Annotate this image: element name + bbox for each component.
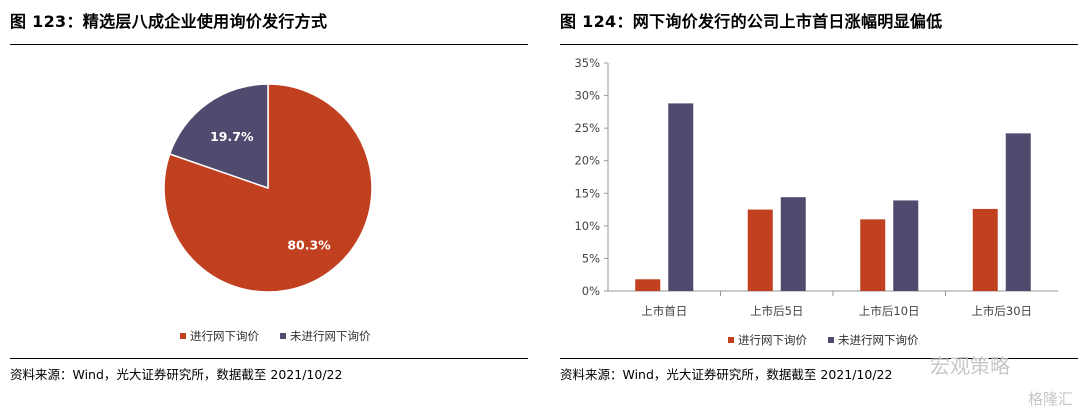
pie-chart: 80.3% 19.7% 进行网下询价 未进行网下询价 bbox=[163, 83, 373, 343]
legend-label: 进行网下询价 bbox=[190, 329, 259, 343]
x-tick-label: 上市后10日 bbox=[859, 304, 920, 318]
bar-source-note: 资料来源：Wind，光大证券研究所，数据截至 2021/10/22 bbox=[560, 367, 893, 382]
bar bbox=[860, 219, 886, 291]
bar bbox=[1005, 133, 1031, 291]
bar bbox=[893, 200, 919, 291]
source-rule bbox=[10, 358, 528, 359]
pie-slice bbox=[168, 83, 269, 190]
x-tick-label: 上市后30日 bbox=[971, 304, 1032, 318]
y-tick-label: 35% bbox=[574, 56, 600, 70]
legend-swatch bbox=[728, 337, 734, 343]
legend-swatch bbox=[828, 337, 834, 343]
legend-swatch bbox=[280, 333, 286, 339]
legend-label: 进行网下询价 bbox=[738, 333, 807, 347]
legend-swatch bbox=[180, 333, 186, 339]
y-tick-label: 15% bbox=[574, 186, 600, 200]
left-panel: 图 123：精选层八成企业使用询价发行方式 80.3% 19.7% 进行网下询价 未进… bbox=[10, 0, 528, 414]
pie-slice bbox=[163, 83, 373, 293]
pie-data-label: 19.7% bbox=[210, 129, 254, 144]
x-tick-label: 上市首日 bbox=[641, 304, 687, 318]
y-tick-label: 10% bbox=[574, 219, 600, 233]
y-tick-label: 0% bbox=[582, 284, 600, 298]
bar-chart: 0% 5% 10% 15% 20% 25% 30% 35% 上市首日 上市后5日 上市后10日 上市后… bbox=[574, 56, 1058, 347]
y-tick-label: 5% bbox=[582, 251, 600, 265]
watermark-brand: 格隆汇 bbox=[1028, 390, 1074, 408]
title-rule bbox=[560, 44, 1078, 45]
source-rule bbox=[560, 358, 1078, 359]
bar bbox=[635, 279, 661, 291]
right-panel: 图 124：网下询价发行的公司上市首日涨幅明显偏低 0% 5% 10% 15% 20% 2… bbox=[560, 0, 1078, 414]
bar bbox=[972, 208, 998, 291]
watermark-account: 宏观策略 bbox=[930, 354, 1010, 378]
pie-figure-title: 图 123：精选层八成企业使用询价发行方式 bbox=[10, 12, 328, 31]
x-tick-label: 上市后5日 bbox=[750, 304, 803, 318]
bar-figure-title: 图 124：网下询价发行的公司上市首日涨幅明显偏低 bbox=[560, 12, 943, 31]
legend-label: 未进行网下询价 bbox=[290, 329, 371, 343]
title-rule bbox=[10, 44, 528, 45]
bar bbox=[668, 103, 694, 291]
y-tick-label: 30% bbox=[574, 89, 600, 103]
pie-source-note: 资料来源：Wind，光大证券研究所，数据截至 2021/10/22 bbox=[10, 367, 343, 382]
bar bbox=[780, 197, 806, 291]
pie-data-label: 80.3% bbox=[287, 238, 331, 253]
legend-label: 未进行网下询价 bbox=[838, 333, 919, 347]
y-tick-label: 20% bbox=[574, 154, 600, 168]
bar bbox=[747, 209, 773, 291]
y-tick-label: 25% bbox=[574, 121, 600, 135]
